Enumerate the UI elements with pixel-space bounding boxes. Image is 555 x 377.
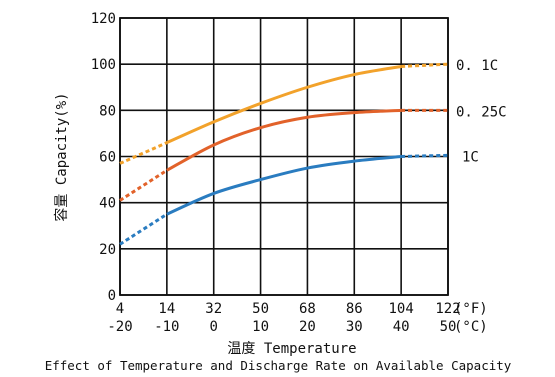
- series-line-025C: [166, 108, 402, 172]
- series-line-01C: [166, 65, 402, 145]
- x-tick-label-fahrenheit: 122: [435, 301, 460, 317]
- y-tick-label: 100: [91, 57, 116, 73]
- x-tick-label-celsius: 20: [299, 319, 316, 335]
- series-label-025C: 0. 25C: [456, 104, 507, 120]
- series-labels: 0. 1C 0. 25C 1C: [456, 58, 507, 165]
- x-tick-label-fahrenheit: 32: [205, 301, 222, 317]
- y-tick-label: 60: [99, 150, 116, 166]
- y-tick-label: 0: [108, 288, 116, 304]
- x-unit-celsius: (°C): [454, 319, 488, 335]
- x-tick-label-celsius: 10: [252, 319, 269, 335]
- plot-frame: [119, 17, 449, 296]
- series-label-01C: 0. 1C: [456, 58, 498, 74]
- series-line-1C: [166, 155, 402, 216]
- x-tick-label-fahrenheit: 14: [158, 301, 175, 317]
- series-line-01C-dashed-low: [119, 141, 168, 165]
- x-tick-label-celsius: 40: [393, 319, 410, 335]
- x-tick-label-fahrenheit: 68: [299, 301, 316, 317]
- series-line-01C-dashed-high: [401, 62, 449, 68]
- x-unit-fahrenheit: (°F): [454, 301, 488, 317]
- x-tick-label-fahrenheit: 50: [252, 301, 269, 317]
- chart-caption: Effect of Temperature and Discharge Rate…: [45, 358, 512, 373]
- x-tick-label-fahrenheit: 104: [388, 301, 413, 317]
- series-lines: [119, 62, 449, 246]
- y-tick-labels: 0 20 40 60 80 100 120: [91, 11, 116, 304]
- x-tick-label-celsius: 50: [440, 319, 457, 335]
- series-label-1C: 1C: [462, 149, 479, 165]
- y-tick-label: 20: [99, 242, 116, 258]
- x-tick-label-celsius: -10: [154, 319, 179, 335]
- series-line-1C-dashed-high: [401, 153, 449, 158]
- series-line-025C-dashed-low: [119, 169, 168, 202]
- y-axis-label: 容量 Capacity(%): [53, 92, 70, 221]
- y-tick-label: 40: [99, 196, 116, 212]
- x-tick-label-celsius: -20: [107, 319, 132, 335]
- x-tick-label-celsius: 0: [209, 319, 217, 335]
- grid: [119, 17, 449, 296]
- x-tick-label-fahrenheit: 86: [346, 301, 363, 317]
- x-tick-label-celsius: 30: [346, 319, 363, 335]
- series-line-1C-dashed-low: [119, 212, 168, 246]
- x-tick-label-fahrenheit: 4: [116, 301, 124, 317]
- y-tick-label: 120: [91, 11, 116, 27]
- x-tick-labels: 4 -20 14 -10 32 0 50 10 68 20 86 30 104 40 122 50: [107, 301, 460, 335]
- x-axis-label: 温度 Temperature: [227, 341, 356, 357]
- y-tick-label: 80: [99, 103, 116, 119]
